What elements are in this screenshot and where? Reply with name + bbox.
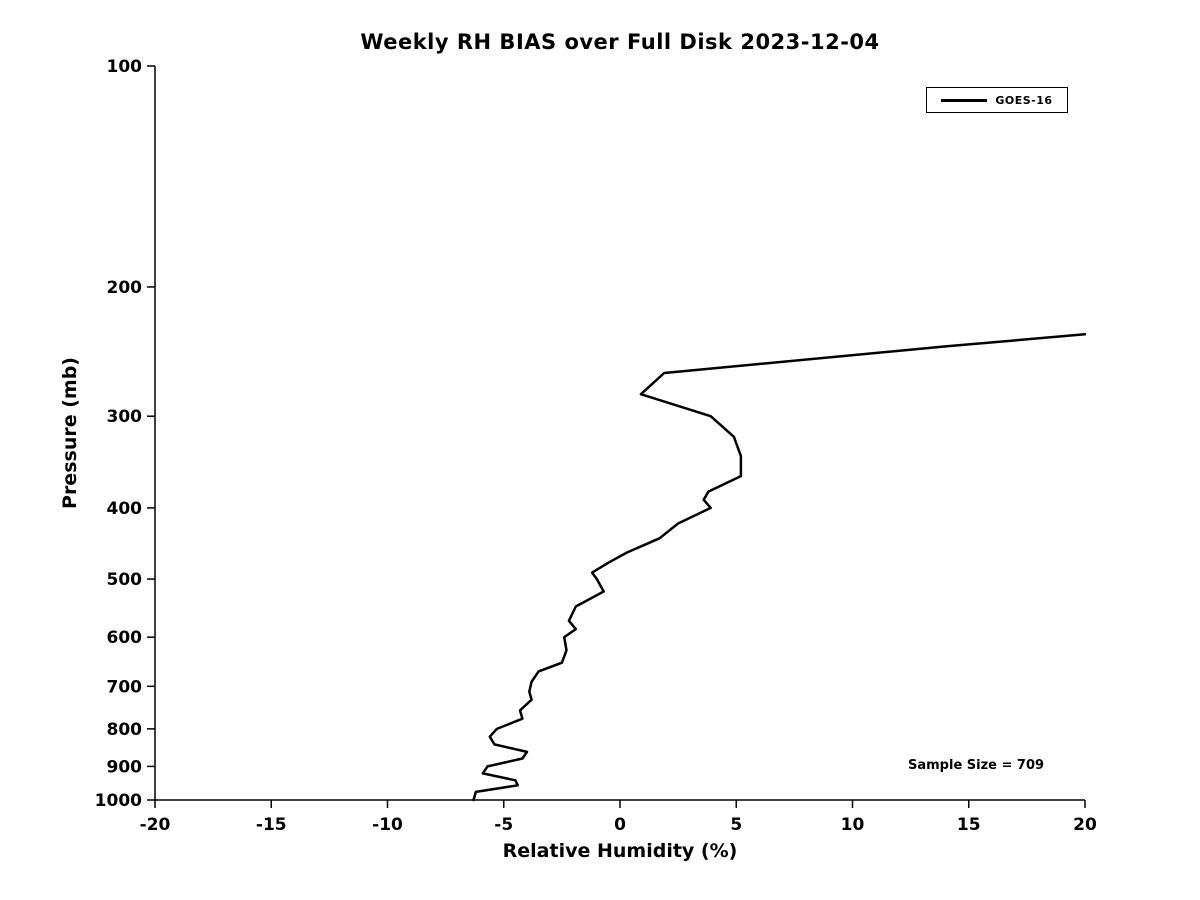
chart-title: Weekly RH BIAS over Full Disk 2023-12-04 [360,30,880,54]
y-tick-label: 400 [107,499,143,519]
y-tick-label: 800 [107,720,143,740]
y-tick-label: 300 [107,407,143,427]
x-axis-label: Relative Humidity (%) [502,840,738,862]
x-tick-label: -20 [140,815,171,835]
sample-size-annotation: Sample Size = 709 [908,758,1045,773]
legend: GOES-16 [926,87,1068,113]
y-axis-label: Pressure (mb) [59,357,81,509]
x-tick-label: 5 [730,815,742,835]
y-tick-label: 200 [107,278,143,298]
legend-label-goes16: GOES-16 [995,93,1053,107]
legend-line-sample-goes16 [941,98,988,102]
x-tick-label: -5 [494,815,513,835]
x-tick-label: 20 [1073,815,1097,835]
y-tick-label: 500 [107,570,143,590]
x-tick-label: 0 [614,815,626,835]
y-tick-label: 600 [107,628,143,648]
y-tick-label: 700 [107,677,143,697]
x-tick-label: -10 [372,815,403,835]
x-tick-label: -15 [256,815,287,835]
y-tick-label: 100 [107,57,143,77]
x-tick-label: 10 [841,815,865,835]
y-tick-label: 900 [107,757,143,777]
x-tick-label: 15 [957,815,981,835]
y-tick-label: 1000 [95,791,142,811]
series-line-goes-16 [472,333,1087,802]
